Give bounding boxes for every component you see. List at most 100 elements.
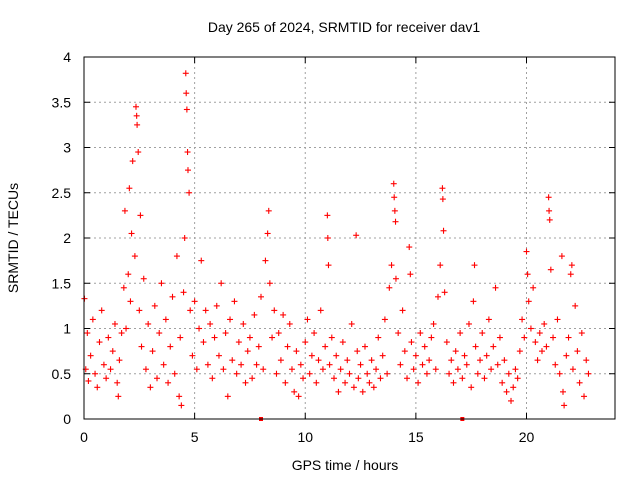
data-point: [138, 343, 145, 350]
data-point: [568, 262, 575, 269]
data-point: [154, 375, 161, 382]
data-point: [182, 70, 189, 77]
data-point: [116, 357, 123, 364]
data-point: [311, 330, 318, 337]
data-point: [375, 334, 382, 341]
data-point: [322, 343, 329, 350]
data-point: [485, 316, 492, 323]
data-point: [324, 235, 331, 241]
data-point: [246, 334, 253, 341]
data-point: [198, 257, 205, 264]
data-point: [499, 379, 506, 386]
data-point: [240, 320, 247, 327]
data-point: [503, 388, 510, 395]
data-point: [333, 352, 340, 359]
y-tick-label: 0.5: [52, 366, 72, 382]
data-point: [92, 370, 99, 377]
data-point: [565, 334, 572, 341]
data-point: [569, 366, 576, 373]
y-tick-label: 0: [63, 411, 71, 427]
data-point: [392, 275, 399, 282]
data-point: [437, 262, 444, 269]
y-tick-label: 3.5: [52, 94, 72, 110]
data-point: [84, 330, 91, 337]
data-point: [406, 244, 413, 251]
data-point: [173, 253, 180, 260]
data-point: [253, 361, 260, 368]
data-point: [483, 352, 490, 359]
data-point: [158, 280, 165, 287]
data-point: [530, 284, 537, 291]
data-point: [415, 379, 422, 386]
data-point: [183, 90, 190, 97]
data-point: [204, 361, 211, 368]
data-point: [505, 370, 512, 377]
data-point: [133, 112, 140, 119]
data-point: [277, 357, 284, 364]
x-tick-label: 10: [297, 429, 313, 445]
data-point: [302, 339, 309, 346]
y-tick-label: 4: [63, 49, 71, 65]
data-point: [368, 357, 375, 364]
data-point: [177, 334, 184, 341]
data-point: [432, 366, 439, 373]
data-point: [440, 227, 447, 234]
data-point: [186, 189, 193, 196]
chart-title: Day 265 of 2024, SRMTID for receiver dav…: [208, 19, 481, 35]
x-axis-ticks: 0 5 10 15 20: [80, 57, 534, 445]
data-point: [512, 366, 519, 373]
data-point: [218, 280, 225, 287]
data-point: [524, 271, 531, 278]
data-point: [238, 361, 245, 368]
data-point: [576, 379, 583, 386]
data-point: [470, 298, 477, 305]
data-point: [392, 218, 399, 225]
x-tick-label: 0: [80, 429, 88, 445]
data-point: [162, 316, 169, 323]
data-point: [266, 280, 273, 287]
data-point: [107, 366, 114, 373]
data-point: [251, 311, 258, 318]
data-point: [125, 271, 132, 278]
data-point: [258, 293, 264, 300]
y-axis-label: SRMTID / TECUs: [5, 183, 21, 293]
data-point: [412, 352, 419, 359]
data-point: [331, 375, 338, 382]
data-point: [87, 352, 94, 359]
data-point: [118, 330, 125, 337]
data-point: [472, 343, 479, 350]
data-point: [370, 384, 377, 391]
data-point: [488, 366, 495, 373]
data-point: [255, 343, 262, 350]
data-point: [137, 212, 144, 219]
data-point: [525, 298, 532, 305]
data-point: [295, 393, 302, 400]
data-point: [142, 366, 149, 373]
data-point: [244, 348, 251, 355]
data-point: [189, 352, 196, 359]
data-point: [543, 343, 550, 350]
data-point: [317, 307, 324, 314]
data-point: [490, 343, 497, 350]
data-point: [435, 293, 441, 300]
data-point: [319, 366, 326, 373]
data-point: [121, 207, 128, 214]
data-point: [395, 330, 402, 337]
data-point: [357, 361, 364, 368]
data-point: [304, 316, 311, 323]
y-axis-ticks: 0 0.5 1 1.5 2 2.5 3 3.5 4: [52, 49, 615, 427]
data-point: [89, 316, 96, 323]
data-point: [300, 375, 307, 382]
data-point: [260, 366, 267, 373]
data-point: [546, 207, 553, 214]
data-point: [275, 330, 282, 337]
data-point: [585, 370, 592, 377]
data-point: [132, 103, 139, 110]
data-point: [508, 397, 515, 404]
data-point: [165, 379, 172, 386]
data-point: [271, 307, 278, 314]
data-point: [109, 348, 116, 355]
data-point: [286, 320, 293, 327]
data-point: [572, 302, 579, 309]
data-point: [291, 388, 298, 395]
